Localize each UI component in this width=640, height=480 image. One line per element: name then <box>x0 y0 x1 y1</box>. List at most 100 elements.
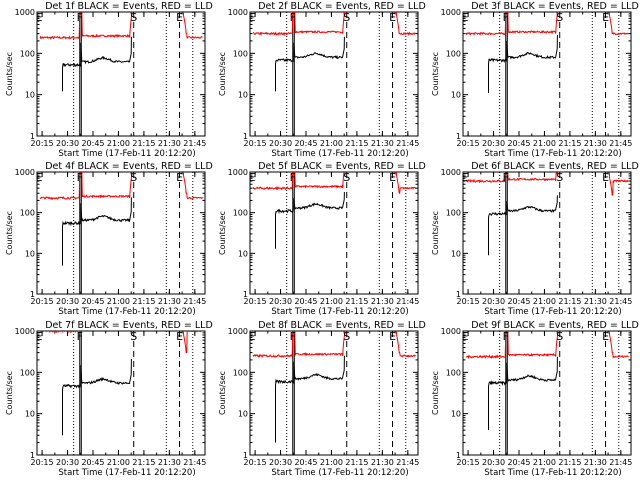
x-tick-label: 21:00 <box>107 297 130 306</box>
y-tick-label: 100 <box>446 368 461 377</box>
marker-letter: S <box>130 330 137 343</box>
marker-letter: S <box>343 11 350 24</box>
y-tick-label: 100 <box>446 49 461 58</box>
events-series-line <box>488 34 558 93</box>
x-tick-label: 21:30 <box>371 458 394 467</box>
x-axis-label: Start Time (17-Feb-11 20:12:20) <box>271 149 408 159</box>
lld-series-line <box>465 12 629 36</box>
marker-letter: E <box>602 330 609 343</box>
marker-letter: F <box>77 11 83 24</box>
marker-letter: F <box>503 171 509 184</box>
plot-area <box>465 12 629 136</box>
x-axis-label: Start Time (17-Feb-11 20:12:20) <box>58 468 195 478</box>
marker-letter: E <box>176 11 183 24</box>
panel-2: Det 2f BLACK = Events, RED = LLD 1 10 100 10… <box>218 1 426 159</box>
marker-letter: E <box>389 11 396 24</box>
plot-frame <box>36 11 206 137</box>
y-tick-label: 1000 <box>15 327 35 336</box>
marker-letter: E <box>389 171 396 184</box>
x-tick-label: 20:45 <box>81 139 104 148</box>
x-tick-label: 20:15 <box>31 458 54 467</box>
marker-letter: E <box>602 11 609 24</box>
y-tick-label: 1 <box>456 451 461 460</box>
x-tick-label: 21:15 <box>132 139 155 148</box>
y-tick-label: 1000 <box>441 168 461 177</box>
x-axis-label: Start Time (17-Feb-11 20:12:20) <box>484 307 621 317</box>
plot-frame <box>249 171 419 295</box>
events-series-line <box>275 355 345 443</box>
lld-series-line <box>39 331 203 354</box>
plot-area <box>252 331 416 455</box>
y-axis-label: Counts/sec <box>218 211 227 255</box>
x-tick-label: 21:00 <box>533 297 556 306</box>
x-tick-label: 21:30 <box>158 458 181 467</box>
x-tick-label: 20:15 <box>31 297 54 306</box>
y-tick-label: 1 <box>456 132 461 141</box>
x-tick-label: 21:15 <box>132 297 155 306</box>
y-tick-label: 100 <box>20 368 35 377</box>
x-tick-label: 20:45 <box>507 458 530 467</box>
x-axis-label: Start Time (17-Feb-11 20:12:20) <box>58 307 195 317</box>
marker-letter: F <box>290 11 296 24</box>
marker-letter: F <box>290 330 296 343</box>
marker-letter: E <box>602 171 609 184</box>
x-tick-label: 20:15 <box>244 458 267 467</box>
y-tick-label: 10 <box>238 91 248 100</box>
marker-letter: E <box>249 171 256 184</box>
x-tick-label: 21:15 <box>345 139 368 148</box>
panel-7: Det 7f BLACK = Events, RED = LLD 1 10 100 10… <box>5 320 213 478</box>
marker-letter: F <box>503 330 509 343</box>
lld-series-line <box>465 172 629 196</box>
x-tick-label: 21:30 <box>158 139 181 148</box>
marker-letter: E <box>462 171 469 184</box>
x-axis-label: Start Time (17-Feb-11 20:12:20) <box>271 468 408 478</box>
lld-series-line <box>253 12 416 37</box>
x-tick-label: 20:45 <box>81 458 104 467</box>
plot-frame <box>462 11 632 137</box>
y-axis-label: Counts/sec <box>431 371 440 415</box>
x-tick-label: 20:45 <box>507 297 530 306</box>
y-axis-label: Counts/sec <box>218 52 227 96</box>
x-tick-label: 21:30 <box>584 139 607 148</box>
x-tick-label: 21:30 <box>371 297 394 306</box>
x-tick-label: 21:00 <box>107 458 130 467</box>
events-series-line <box>62 36 132 92</box>
x-tick-label: 21:30 <box>158 297 181 306</box>
y-tick-label: 10 <box>238 410 248 419</box>
chart-title: Det 5f BLACK = Events, RED = LLD <box>258 161 426 172</box>
x-tick-label: 20:30 <box>56 139 79 148</box>
marker-letter: F <box>290 171 296 184</box>
plot-area <box>465 172 629 294</box>
plot-frame <box>36 330 206 456</box>
x-tick-label: 21:30 <box>584 458 607 467</box>
marker-letter: S <box>343 171 350 184</box>
marker-letter: E <box>36 330 43 343</box>
x-tick-label: 20:45 <box>294 458 317 467</box>
x-tick-label: 21:45 <box>183 297 206 306</box>
plot-area <box>465 331 629 455</box>
x-tick-label: 20:45 <box>294 297 317 306</box>
x-tick-label: 21:45 <box>609 458 632 467</box>
x-tick-label: 20:30 <box>269 297 292 306</box>
x-tick-label: 20:45 <box>81 297 104 306</box>
x-axis-label: Start Time (17-Feb-11 20:12:20) <box>271 307 408 317</box>
x-tick-label: 21:15 <box>558 297 581 306</box>
y-tick-label: 100 <box>20 209 35 218</box>
events-series-line <box>275 191 345 249</box>
lld-series-line <box>252 172 416 194</box>
x-tick-label: 21:15 <box>558 458 581 467</box>
x-tick-label: 20:15 <box>457 297 480 306</box>
y-tick-label: 10 <box>25 91 35 100</box>
y-axis-label: Counts/sec <box>431 211 440 255</box>
marker-letter: S <box>556 330 563 343</box>
y-tick-label: 1000 <box>228 8 248 17</box>
marker-letter: E <box>249 11 256 24</box>
y-tick-label: 100 <box>233 368 248 377</box>
y-tick-label: 1 <box>30 290 35 299</box>
events-series-line <box>488 195 558 256</box>
x-tick-label: 21:00 <box>533 139 556 148</box>
plot-frame <box>462 171 632 295</box>
panel-5: Det 5f BLACK = Events, RED = LLD 1 10 100 10… <box>218 161 426 317</box>
y-tick-label: 100 <box>20 49 35 58</box>
chart-title: Det 8f BLACK = Events, RED = LLD <box>258 320 426 331</box>
